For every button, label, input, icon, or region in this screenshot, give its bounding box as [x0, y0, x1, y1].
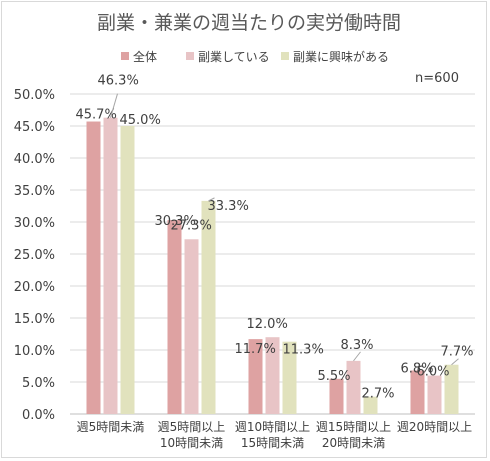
- y-tick-label: 0.0%: [22, 408, 55, 423]
- y-tick-label: 10.0%: [14, 344, 55, 359]
- data-label: 6.0%: [417, 365, 450, 380]
- data-label: 30.3%: [155, 214, 196, 229]
- bar-3-2: [201, 200, 216, 414]
- legend-label: 副業に興味がある: [293, 49, 389, 64]
- label-leader-line: [451, 358, 459, 366]
- bar-3-1: [120, 126, 135, 414]
- data-label: 45.7%: [76, 108, 117, 123]
- y-tick-label: 45.0%: [14, 120, 55, 135]
- y-tick-label: 30.0%: [14, 216, 55, 231]
- chart-legend: 全体 副業している 副業に興味がある: [121, 49, 389, 64]
- x-category-label: 週10時間以上 15時間未満: [235, 420, 310, 450]
- data-labels: 45.7% 30.3% 11.7% 5.5% 6.8% 46.3% 27.3% 12.0% 8.…: [76, 74, 474, 402]
- bar-1-2: [167, 220, 182, 414]
- x-category-label: 週15時間以上 20時間未満: [316, 420, 391, 450]
- data-label: 11.7%: [235, 342, 276, 357]
- y-tick-label: 40.0%: [14, 152, 55, 167]
- gridlines: [70, 93, 475, 415]
- legend-label: 副業している: [198, 50, 270, 64]
- bar-2-3: [265, 337, 280, 414]
- data-label: 46.3%: [98, 74, 139, 89]
- y-tick-label: 5.0%: [22, 376, 55, 391]
- data-label: 27.3%: [171, 218, 212, 233]
- data-label: 45.0%: [120, 113, 161, 128]
- sample-size-note: n=600: [415, 71, 459, 86]
- label-leader-line: [353, 351, 361, 362]
- data-label: 6.8%: [401, 361, 434, 376]
- bar-2-5: [427, 375, 442, 414]
- y-tick-label: 15.0%: [14, 312, 55, 327]
- data-label: 33.3%: [208, 199, 249, 214]
- chart-title: 副業・兼業の週当たりの実労働時間: [97, 12, 401, 34]
- bar-2-2: [184, 239, 199, 414]
- y-tick-label: 50.0%: [14, 88, 55, 103]
- bar-1-5: [410, 370, 425, 414]
- label-leader-line: [110, 93, 118, 118]
- x-category-label: 週5時間未満: [77, 420, 145, 434]
- bar-1-1: [86, 121, 101, 415]
- bar-3-5: [444, 364, 459, 414]
- x-category-label: 週5時間以上 10時間未満: [158, 420, 226, 450]
- data-label: 2.7%: [362, 387, 395, 402]
- data-label: 12.0%: [247, 317, 288, 332]
- y-tick-label: 25.0%: [14, 248, 55, 263]
- bars: [86, 117, 459, 415]
- x-category-label: 週20時間以上: [397, 420, 472, 434]
- y-tick-label: 35.0%: [14, 184, 55, 199]
- y-tick-label: 20.0%: [14, 280, 55, 295]
- bar-1-4: [329, 378, 344, 414]
- label-leader-line: [208, 197, 215, 202]
- data-label: 5.5%: [318, 369, 351, 384]
- data-label: 7.7%: [441, 345, 474, 360]
- bar-2-1: [103, 117, 118, 415]
- data-label: 8.3%: [341, 338, 374, 353]
- legend-swatch: [281, 52, 289, 60]
- bar-3-3: [282, 341, 297, 414]
- legend-swatch: [186, 52, 194, 60]
- y-axis-ticks: 0.0% 5.0% 10.0% 15.0% 20.0% 25.0% 30.0% 35.0% 40…: [14, 88, 55, 423]
- bar-2-4: [346, 360, 361, 414]
- legend-swatch: [121, 52, 129, 60]
- legend-label: 全体: [133, 49, 157, 64]
- bar-1-3: [248, 339, 263, 414]
- bar-3-4: [363, 396, 378, 414]
- data-label: 11.3%: [283, 343, 324, 358]
